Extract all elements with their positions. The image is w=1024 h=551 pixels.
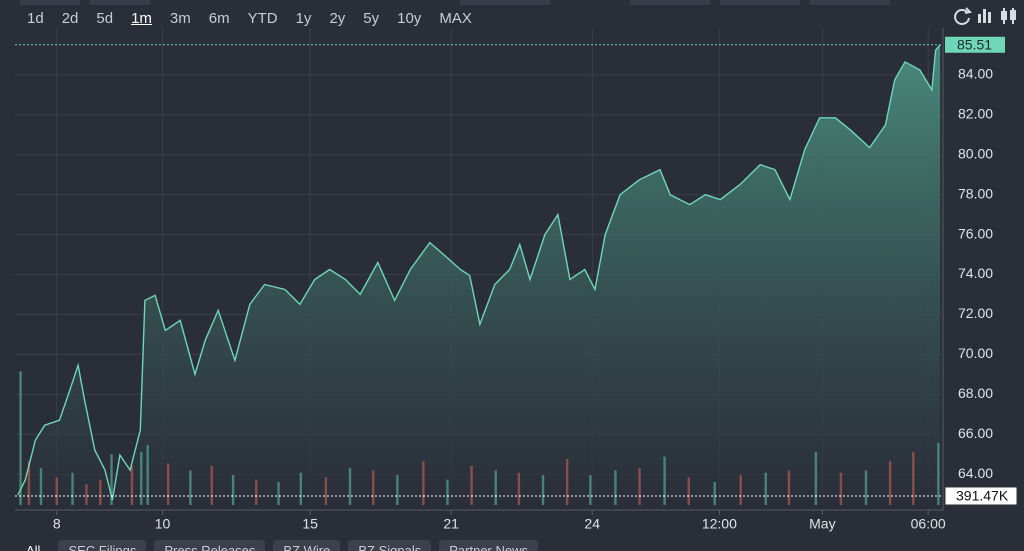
y-tick-label: 70.00 — [958, 345, 993, 361]
y-tick-label: 82.00 — [958, 106, 993, 122]
volume-bar — [565, 458, 569, 505]
y-tick-label: 76.00 — [958, 225, 993, 241]
x-tick-label: 06:00 — [911, 516, 946, 532]
range-button[interactable]: 3m — [169, 10, 191, 27]
x-tick-label: May — [809, 516, 835, 532]
range-button[interactable]: 10y — [397, 10, 422, 27]
volume-bar — [888, 461, 892, 505]
x-tick-label: 8 — [53, 516, 61, 532]
volume-bar — [255, 479, 258, 505]
last-price-box — [945, 36, 1005, 53]
toolbar-icons[interactable] — [954, 7, 1016, 25]
top-stub-boxes — [20, 0, 890, 5]
volume-bar — [839, 472, 843, 505]
volume-bar — [422, 461, 425, 505]
y-tick-label: 78.00 — [958, 185, 993, 201]
y-tick-label: 72.00 — [958, 305, 993, 321]
range-button[interactable]: 1y — [295, 10, 312, 27]
volume-bar — [299, 472, 303, 505]
volume-bar — [663, 456, 666, 505]
volume-bar — [130, 465, 134, 505]
volume-bar — [55, 477, 58, 505]
volume-bar — [348, 468, 352, 505]
range-button[interactable]: 2d — [61, 10, 79, 27]
news-tab[interactable]: BZ Signals — [348, 540, 432, 551]
volume-bar — [110, 454, 113, 505]
volume-bar — [864, 470, 868, 505]
volume-bar — [210, 465, 213, 505]
last-price-label: 85.51 — [957, 36, 992, 52]
range-button[interactable]: 5y — [363, 10, 380, 27]
range-button[interactable]: 5d — [96, 10, 114, 27]
volume-bar — [814, 452, 818, 505]
last-volume-label: 391.47K — [956, 488, 1009, 504]
volume-bar — [189, 470, 192, 505]
volume-bar — [713, 481, 716, 505]
volume-bar — [146, 445, 149, 505]
volume-bar — [231, 475, 235, 505]
volume-bar — [446, 479, 449, 505]
volume-bar — [140, 452, 143, 505]
volume-bar — [638, 468, 641, 505]
volume-bar — [27, 461, 31, 505]
volume-bar — [324, 477, 328, 505]
price-line — [17, 44, 941, 501]
volume-bar — [39, 468, 43, 505]
y-tick-label: 64.00 — [958, 465, 993, 481]
range-button[interactable]: 2y — [329, 10, 346, 27]
volume-bar — [85, 484, 88, 505]
x-tick-label: 21 — [443, 516, 459, 532]
news-tab[interactable]: Press Releases — [154, 540, 266, 551]
news-tab[interactable]: BZ Wire — [273, 540, 341, 551]
area-fill — [17, 44, 941, 506]
volume-bar — [99, 479, 102, 505]
volume-bar — [71, 472, 74, 505]
news-tab[interactable]: SEC Filings — [58, 540, 147, 551]
volume-bar — [277, 481, 280, 505]
y-tick-label: 80.00 — [958, 145, 993, 161]
y-tick-label: 66.00 — [958, 425, 993, 441]
x-tick-label: 12:00 — [702, 516, 737, 532]
volume-bar — [614, 470, 617, 505]
y-tick-label: 68.00 — [958, 385, 993, 401]
volume-bar — [787, 470, 791, 505]
volume-bar — [937, 442, 940, 505]
volume-bar — [739, 475, 742, 505]
volume-bar — [166, 463, 170, 505]
volume-bar — [470, 465, 473, 505]
x-tick-label: 15 — [302, 516, 318, 532]
y-tick-label: 84.00 — [958, 66, 993, 82]
volume-bar — [19, 371, 22, 505]
x-tick-label: 10 — [155, 516, 171, 532]
volume-bar — [912, 452, 915, 505]
volume-bar — [517, 472, 521, 505]
range-button[interactable]: MAX — [439, 10, 472, 27]
volume-bar — [396, 475, 399, 505]
range-selector: 1d 2d 5d 1m 3m 6m YTD 1y 2y 5y 10y MAX — [18, 10, 481, 27]
volume-bar — [764, 472, 767, 505]
news-tab[interactable]: Partner News — [439, 540, 538, 551]
volume-bar — [372, 470, 375, 505]
x-tick-label: 24 — [584, 516, 600, 532]
news-tab[interactable]: All — [16, 540, 51, 551]
range-button[interactable]: 1m — [131, 10, 152, 27]
volume-bar — [494, 470, 497, 505]
range-button[interactable]: YTD — [247, 10, 278, 27]
volume-bar — [687, 477, 690, 505]
range-button[interactable]: 1d — [27, 10, 44, 27]
range-button[interactable]: 6m — [208, 10, 230, 27]
y-tick-label: 74.00 — [958, 265, 993, 281]
volume-bar — [589, 475, 592, 505]
news-tabs: All SEC Filings Press Releases BZ Wire BZ Si… — [16, 540, 538, 551]
volume-bar — [541, 475, 545, 505]
last-volume-box — [944, 486, 1018, 506]
